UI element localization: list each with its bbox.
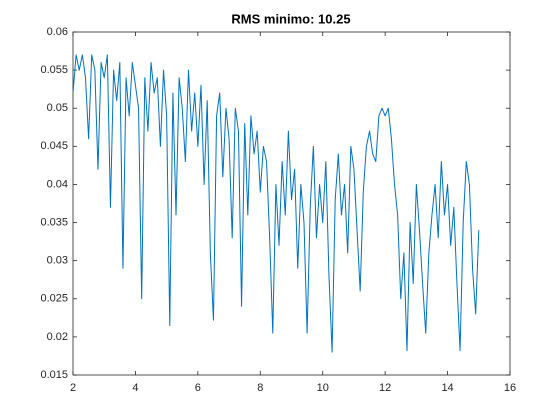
y-tick-label: 0.055 bbox=[40, 64, 68, 76]
x-tick-label: 16 bbox=[504, 382, 516, 394]
y-tick-label: 0.035 bbox=[40, 216, 68, 228]
y-tick-label: 0.015 bbox=[40, 369, 68, 381]
x-tick-label: 6 bbox=[195, 382, 201, 394]
x-tick-label: 4 bbox=[132, 382, 138, 394]
data-line bbox=[72, 54, 480, 353]
chart-title: RMS minimo: 10.25 bbox=[231, 11, 350, 26]
plot-area bbox=[72, 31, 511, 376]
y-tick-label: 0.045 bbox=[40, 140, 68, 152]
x-tick-label: 14 bbox=[441, 382, 453, 394]
x-tick-label: 12 bbox=[379, 382, 391, 394]
x-tick-label: 2 bbox=[70, 382, 76, 394]
x-tick-label: 10 bbox=[317, 382, 329, 394]
y-tick-label: 0.03 bbox=[47, 255, 68, 267]
y-tick-label: 0.02 bbox=[47, 331, 68, 343]
x-tick-label: 8 bbox=[257, 382, 263, 394]
y-tick-label: 0.05 bbox=[47, 102, 68, 114]
y-tick-label: 0.06 bbox=[47, 26, 68, 38]
y-tick-label: 0.04 bbox=[47, 178, 68, 190]
y-tick-label: 0.025 bbox=[40, 293, 68, 305]
